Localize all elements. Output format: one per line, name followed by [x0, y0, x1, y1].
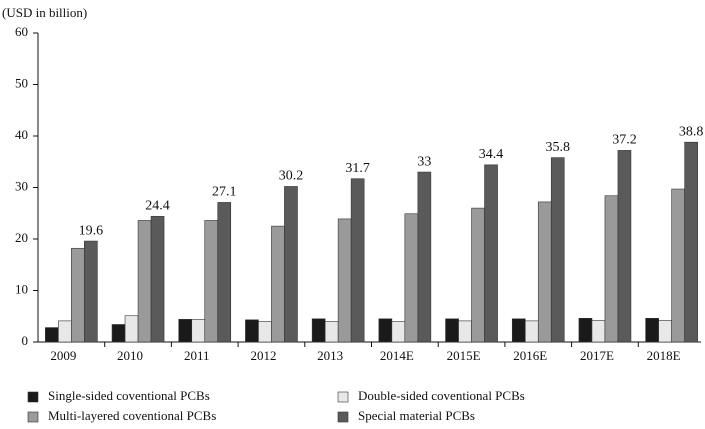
y-tick-label: 30: [15, 178, 28, 193]
data-label: 24.4: [145, 199, 170, 214]
bar: [324, 321, 339, 343]
bar: [684, 141, 698, 343]
data-label: 33: [417, 154, 431, 169]
legend-swatch: [27, 411, 39, 423]
bar: [378, 318, 393, 343]
bar: [258, 321, 272, 343]
x-tick-label: 2009: [50, 348, 76, 363]
bar: [445, 318, 459, 343]
data-label: 38.8: [679, 124, 704, 139]
data-label: 19.6: [79, 223, 104, 238]
bar: [417, 171, 432, 343]
bar: [204, 220, 219, 343]
legend-swatch: [27, 391, 39, 403]
bar: [350, 178, 365, 343]
bar: [537, 201, 552, 343]
data-label: 37.2: [612, 133, 637, 148]
bar: [471, 207, 485, 343]
bar: [137, 220, 152, 343]
legend-label: Special material PCBs: [358, 408, 475, 423]
bar: [124, 315, 139, 343]
bar: [178, 319, 193, 343]
legend-swatch: [337, 391, 349, 403]
x-tick-label: 2012: [250, 348, 276, 363]
legend-swatch: [337, 411, 349, 423]
bar: [604, 195, 619, 343]
data-label: 27.1: [212, 185, 237, 200]
y-tick-label: 20: [15, 230, 28, 245]
data-label: 34.4: [479, 147, 504, 162]
bar: [578, 318, 593, 343]
x-tick-label: 2011: [184, 348, 210, 363]
y-tick-label: 60: [15, 24, 28, 39]
bar: [271, 225, 285, 343]
bar: [484, 164, 498, 343]
bar: [191, 319, 206, 343]
bar: [245, 319, 259, 343]
bar: [58, 320, 72, 343]
bar: [658, 320, 672, 343]
y-axis-label: (USD in billion): [2, 5, 87, 20]
legend-label: Double-sided coventional PCBs: [358, 388, 525, 403]
y-tick-label: 50: [15, 75, 28, 90]
bar: [71, 247, 85, 343]
x-tick-label: 2018E: [647, 348, 681, 363]
bar: [311, 318, 326, 343]
bar: [150, 216, 165, 343]
x-tick-label: 2010: [117, 348, 143, 363]
x-tick-label: 2016E: [513, 348, 547, 363]
bar: [111, 324, 126, 343]
bar: [550, 157, 565, 343]
bar: [45, 327, 59, 343]
x-tick-label: 2013: [317, 348, 343, 363]
legend-label: Multi-layered coventional PCBs: [48, 408, 216, 423]
data-label: 31.7: [345, 161, 370, 176]
bar: [391, 321, 406, 343]
y-tick-label: 10: [15, 281, 28, 296]
bar: [284, 186, 298, 343]
bar: [84, 240, 98, 343]
bar: [645, 318, 659, 343]
bar: [591, 320, 606, 343]
bar: [524, 320, 539, 343]
legend-label: Single-sided coventional PCBs: [48, 388, 210, 403]
y-tick-label: 40: [15, 127, 28, 142]
bar: [671, 188, 685, 343]
x-tick-label: 2015E: [447, 348, 481, 363]
bar: [458, 320, 472, 343]
data-label: 35.8: [546, 140, 571, 155]
bar: [337, 218, 352, 343]
x-tick-label: 2017E: [580, 348, 614, 363]
bar: [404, 213, 419, 343]
x-tick-label: 2014E: [380, 348, 414, 363]
bar: [617, 150, 632, 343]
data-label: 30.2: [279, 169, 304, 184]
bar: [217, 202, 232, 343]
y-tick-label: 0: [22, 333, 29, 348]
bar: [511, 318, 526, 343]
